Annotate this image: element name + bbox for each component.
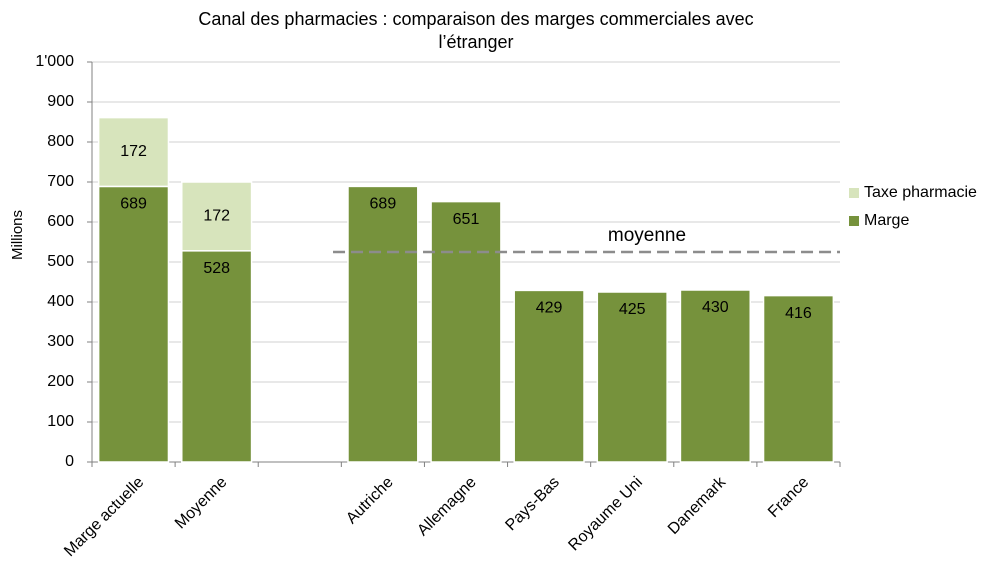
y-tick-label: 300 <box>47 333 74 350</box>
data-label: 651 <box>453 211 480 228</box>
bar <box>679 289 751 463</box>
data-label: 430 <box>702 299 729 316</box>
y-tick-label: 200 <box>47 373 74 390</box>
x-tick-label: Danemark <box>665 473 730 538</box>
legend-swatch <box>849 188 859 198</box>
data-label: 172 <box>120 143 147 160</box>
bar <box>513 289 585 463</box>
x-tick-label: France <box>765 474 812 521</box>
data-label: 425 <box>619 301 646 318</box>
x-tick-label: Moyenne <box>172 474 231 533</box>
data-label: 528 <box>203 260 230 277</box>
chart-title: l’étranger <box>438 32 513 52</box>
bar <box>430 200 502 463</box>
y-tick-label: 800 <box>47 133 74 150</box>
x-tick-label: Royaume Uni <box>565 474 646 555</box>
bar <box>762 294 835 463</box>
y-tick-label: 1'000 <box>35 53 74 70</box>
y-tick-label: 900 <box>47 93 74 110</box>
y-tick-label: 600 <box>47 213 74 230</box>
bar <box>347 185 419 463</box>
x-tick-label: Autriche <box>343 474 397 528</box>
reference-label: moyenne <box>608 225 686 246</box>
y-tick-label: 500 <box>47 253 74 270</box>
bar <box>181 250 253 463</box>
bar <box>181 181 253 252</box>
y-tick-label: 400 <box>47 293 74 310</box>
data-label: 416 <box>785 305 812 322</box>
bar <box>97 116 170 188</box>
legend-label: Marge <box>864 212 909 229</box>
y-tick-label: 0 <box>65 453 74 470</box>
x-tick-label: Marge actuelle <box>61 474 147 560</box>
x-tick-label: Allemagne <box>414 474 480 540</box>
legend-label: Taxe pharmacie <box>864 184 977 201</box>
x-tick-label: Pays-Bas <box>502 474 562 534</box>
data-label: 429 <box>536 300 563 317</box>
legend-swatch <box>849 216 859 226</box>
y-tick-label: 700 <box>47 173 74 190</box>
data-label: 172 <box>203 208 230 225</box>
y-tick-label: 100 <box>47 413 74 430</box>
data-label: 689 <box>120 196 147 213</box>
data-label: 689 <box>370 196 397 213</box>
chart-title: Canal des pharmacies : comparaison des m… <box>198 9 753 29</box>
bar <box>97 185 170 463</box>
y-axis-label: Millions <box>9 210 26 260</box>
bar <box>596 291 668 463</box>
